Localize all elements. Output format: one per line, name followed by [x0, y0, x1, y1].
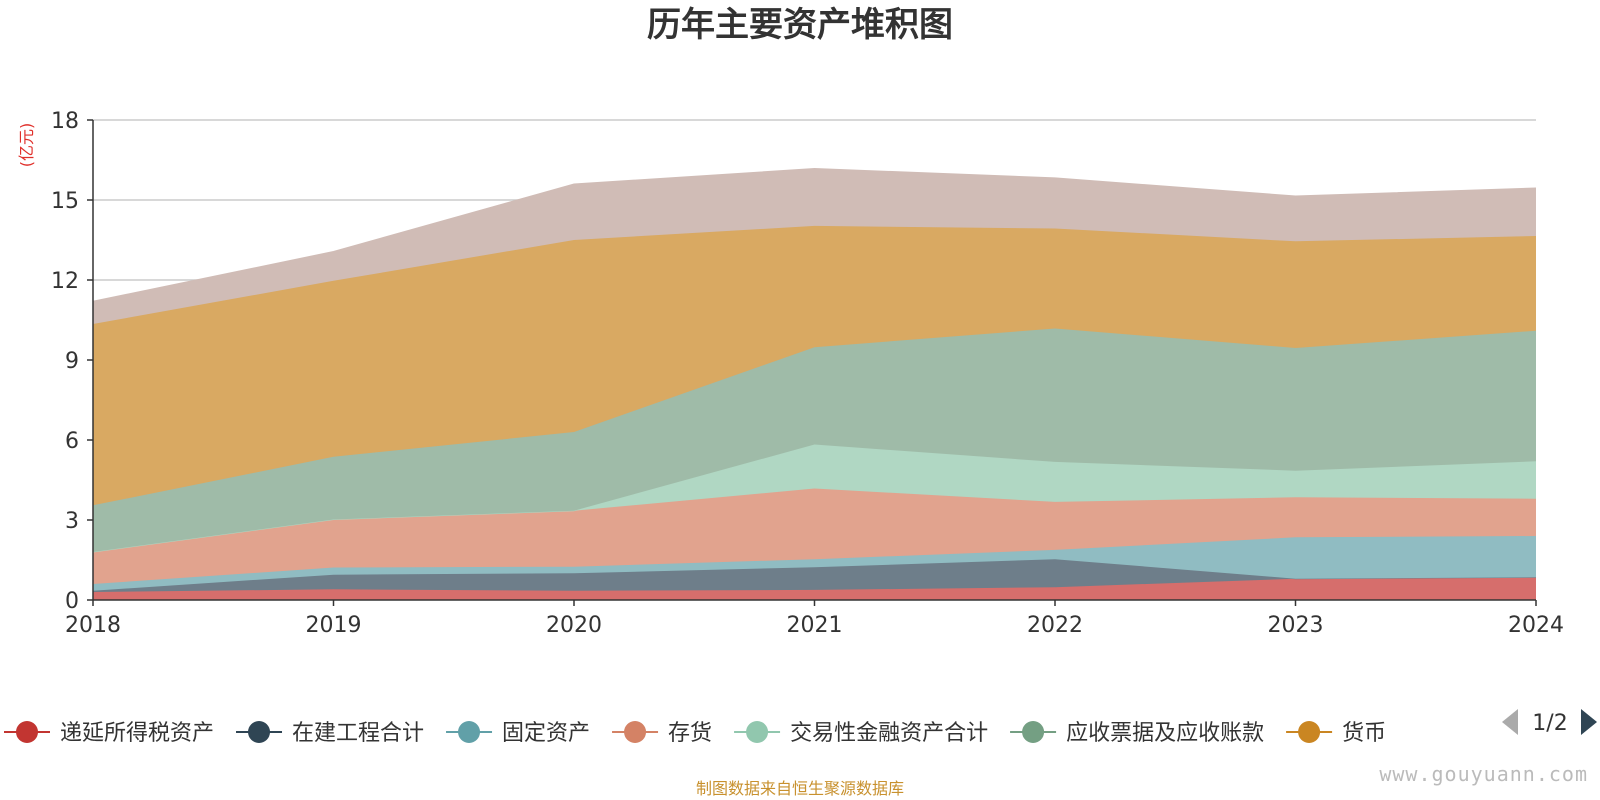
legend-label: 应收票据及应收账款: [1066, 721, 1264, 746]
chart-title: 历年主要资产堆积图: [647, 5, 953, 45]
legend-label: 货币: [1342, 721, 1386, 746]
legend-next-page-arrow-icon[interactable]: [1581, 709, 1597, 735]
x-tick-label: 2024: [1508, 613, 1564, 638]
y-tick-label: 9: [65, 349, 79, 374]
legend-item-5[interactable]: 应收票据及应收账款: [1010, 721, 1264, 746]
area-series-7[interactable]: [93, 168, 1536, 325]
legend-label: 递延所得税资产: [60, 721, 214, 746]
y-tick-label: 3: [65, 509, 79, 534]
y-tick-label: 6: [65, 429, 79, 454]
legend-circle-marker: [458, 721, 481, 743]
area-series-1[interactable]: [93, 559, 1536, 592]
y-axis-unit-label: (亿元): [17, 123, 36, 168]
legend-item-3[interactable]: 存货: [612, 721, 712, 746]
axes: 0 3 6 9 12 15 18 2018 2019 2020 2021 2022 2023 2024: [51, 109, 1564, 638]
area-series-4[interactable]: [93, 444, 1536, 553]
area-series-3[interactable]: [93, 488, 1536, 585]
area-series-group: [92, 167, 1537, 600]
legend-item-0[interactable]: 递延所得税资产: [4, 721, 214, 746]
area-series-2[interactable]: [93, 536, 1536, 591]
legend-circle-marker: [1022, 721, 1045, 743]
legend-circle-marker: [248, 721, 271, 743]
x-tick-label: 2020: [546, 613, 602, 638]
legend-circle-marker: [624, 721, 647, 743]
legend-label: 存货: [668, 721, 712, 746]
watermark-text: www.gouyuann.com: [1379, 762, 1588, 786]
legend-circle-marker: [746, 721, 769, 743]
y-tick-label: 18: [51, 109, 79, 134]
x-tick-label: 2019: [306, 613, 362, 638]
x-tick-label: 2021: [787, 613, 843, 638]
legend-circle-marker: [1298, 721, 1321, 743]
y-tick-label: 12: [51, 269, 79, 294]
legend-label: 在建工程合计: [292, 721, 424, 746]
x-tick-label: 2023: [1268, 613, 1324, 638]
area-series-7-line: [92, 167, 1537, 302]
data-source-note: 制图数据来自恒生聚源数据库: [696, 779, 904, 798]
area-series-6[interactable]: [93, 225, 1536, 506]
legend-circle-marker: [16, 721, 38, 743]
legend-label: 固定资产: [502, 721, 590, 746]
x-tick-label: 2018: [65, 613, 121, 638]
legend-pager: 1/2: [1502, 709, 1597, 736]
area-series-5[interactable]: [93, 328, 1536, 553]
y-tick-label: 0: [65, 589, 79, 614]
legend-item-1[interactable]: 在建工程合计: [236, 721, 424, 746]
legend-item-2[interactable]: 固定资产: [446, 721, 590, 746]
legend-item-6[interactable]: 货币: [1286, 721, 1386, 746]
x-tick-label: 2022: [1027, 613, 1083, 638]
legend-page-indicator: 1/2: [1532, 711, 1567, 736]
legend-label: 交易性金融资产合计: [790, 721, 988, 746]
y-tick-label: 15: [51, 189, 79, 214]
legend: 递延所得税资产 在建工程合计 固定资产 存货 交易性金融资产合计 应收票据及应收账款 货币: [4, 721, 1386, 746]
legend-item-4[interactable]: 交易性金融资产合计: [734, 721, 988, 746]
legend-prev-page-arrow-icon[interactable]: [1502, 709, 1518, 735]
